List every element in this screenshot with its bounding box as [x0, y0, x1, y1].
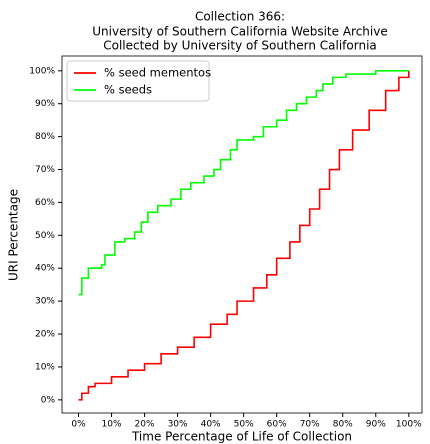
- y-tick-label: 0%: [41, 395, 56, 405]
- legend-box: [66, 60, 210, 102]
- y-tick-label: 10%: [35, 362, 55, 372]
- x-tick-label: 0%: [71, 420, 86, 430]
- y-tick-label: 100%: [29, 66, 55, 76]
- y-tick-label: 60%: [35, 198, 55, 208]
- x-tick-label: 50%: [234, 420, 254, 430]
- legend-label: % seed mementos: [104, 66, 211, 80]
- x-axis-label: Time Percentage of Life of Collection: [131, 430, 352, 444]
- chart-title: University of Southern California Websit…: [92, 25, 387, 39]
- x-tick-label: 70%: [300, 420, 320, 430]
- y-tick-label: 90%: [35, 99, 55, 109]
- y-tick-label: 80%: [35, 132, 55, 142]
- y-tick-label: 50%: [35, 231, 55, 241]
- legend-label: % seeds: [104, 83, 152, 97]
- x-tick-label: 90%: [366, 420, 386, 430]
- x-tick-label: 20%: [135, 420, 155, 430]
- plot-frame: [61, 55, 423, 414]
- step-line: [78, 70, 409, 296]
- x-tick-label: 10%: [102, 420, 122, 430]
- x-tick-label: 100%: [396, 420, 422, 430]
- y-tick-label: 40%: [35, 264, 55, 274]
- x-tick-label: 80%: [333, 420, 353, 430]
- x-tick-label: 40%: [201, 420, 221, 430]
- chart-title: Collection 366:: [195, 10, 285, 24]
- y-tick-label: 70%: [35, 165, 55, 175]
- chart-title: Collected by University of Southern Cali…: [103, 39, 377, 53]
- y-axis-label: URI Percentage: [7, 189, 21, 281]
- x-tick-label: 30%: [168, 420, 188, 430]
- x-tick-label: 60%: [267, 420, 287, 430]
- y-tick-label: 30%: [35, 297, 55, 307]
- step-line: [78, 70, 410, 401]
- y-tick-label: 20%: [35, 330, 55, 340]
